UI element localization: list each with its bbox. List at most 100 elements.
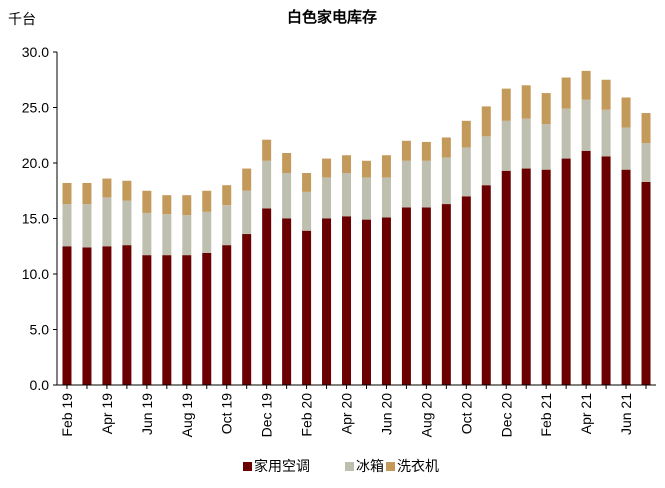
bar-segment-3 (641, 113, 651, 144)
y-tick-label: 10.0 (22, 266, 49, 282)
x-tick-label: Feb 20 (299, 393, 315, 437)
bar-segment-2 (282, 172, 292, 219)
bar-segment-3 (541, 93, 551, 125)
bar-segment-1 (421, 207, 431, 385)
bar-segment-1 (561, 158, 571, 385)
bar-segment-1 (461, 196, 471, 385)
bar-segment-3 (361, 160, 371, 178)
bar-segment-1 (641, 181, 651, 385)
bar-segment-3 (202, 190, 212, 212)
x-tick-label: Jun 21 (618, 393, 634, 435)
bar-segment-1 (162, 255, 172, 385)
bar-segment-1 (401, 207, 411, 385)
bar-segment-2 (122, 200, 132, 246)
bar-segment-1 (441, 204, 451, 385)
bar-segment-3 (62, 182, 72, 205)
legend: 家用空调 冰箱 洗衣机 (243, 458, 439, 474)
y-tick-label: 5.0 (30, 322, 50, 338)
legend-item-2: 冰箱 (345, 458, 384, 474)
bar-segment-1 (122, 245, 132, 385)
legend-item-3: 洗衣机 (386, 458, 439, 474)
bar-segment-2 (421, 160, 431, 208)
bar-segment-2 (202, 211, 212, 253)
bar-segment-3 (621, 97, 631, 128)
bar-segment-1 (601, 156, 611, 385)
bar-segment-2 (521, 118, 531, 169)
bar-segment-2 (242, 190, 252, 235)
y-tick-label: 0.0 (30, 377, 50, 393)
bar-segment-2 (401, 160, 411, 208)
x-tick-label: Feb 21 (538, 393, 554, 437)
bar-segment-2 (461, 147, 471, 197)
x-tick-label: Apr 21 (578, 393, 594, 434)
legend-swatch (243, 462, 252, 471)
legend-label: 家用空调 (254, 458, 310, 474)
bar-segment-1 (501, 170, 511, 385)
bar-segment-3 (162, 195, 172, 215)
bar-segment-3 (122, 180, 132, 201)
bar-segment-2 (361, 177, 371, 220)
bar-segment-1 (581, 150, 591, 385)
legend-swatch (386, 462, 395, 471)
bar-segment-2 (441, 157, 451, 205)
bar-segment-3 (581, 70, 591, 100)
y-tick-label: 15.0 (22, 211, 49, 227)
bar-segment-1 (262, 208, 272, 385)
bar-segment-3 (242, 168, 252, 191)
bar-segment-2 (82, 204, 92, 248)
y-axis-unit-label: 千台 (8, 11, 36, 27)
bar-segment-3 (82, 182, 92, 205)
x-tick-label: Apr 20 (339, 393, 355, 434)
bar-segment-3 (381, 155, 391, 178)
bars (62, 70, 651, 385)
bar-segment-1 (541, 169, 551, 385)
bar-segment-2 (302, 191, 312, 231)
bar-segment-1 (481, 185, 491, 385)
x-tick-label: Aug 19 (179, 393, 195, 438)
bar-segment-3 (342, 155, 352, 173)
x-tick-label: Feb 19 (59, 393, 75, 437)
bar-segment-1 (302, 230, 312, 385)
bar-segment-3 (421, 141, 431, 161)
bar-segment-3 (561, 77, 571, 109)
x-axis: Feb 19 Apr 19 Jun 19 Aug 19 Oct 19 Dec 19 Feb … (57, 384, 656, 438)
bar-segment-2 (142, 212, 152, 256)
bar-segment-3 (521, 85, 531, 119)
legend-label: 洗衣机 (397, 458, 439, 474)
y-tick-label: 30.0 (22, 44, 49, 60)
bar-segment-3 (262, 139, 272, 161)
bar-segment-3 (441, 137, 451, 158)
y-axis: 0.0 5.0 10.0 15.0 20.0 25.0 30.0 (22, 44, 58, 393)
bar-segment-3 (481, 106, 491, 137)
y-tick-label: 20.0 (22, 155, 49, 171)
bar-segment-1 (621, 169, 631, 385)
legend-label: 冰箱 (356, 458, 384, 474)
bar-segment-1 (82, 247, 92, 385)
bar-segment-1 (381, 217, 391, 385)
bar-segment-3 (222, 185, 232, 206)
bar-segment-3 (461, 120, 471, 148)
x-tick-label: Oct 19 (219, 393, 235, 434)
bar-segment-2 (182, 215, 192, 256)
bar-segment-1 (62, 246, 72, 385)
bar-segment-1 (102, 246, 112, 385)
bar-segment-2 (641, 143, 651, 182)
bar-segment-2 (322, 177, 332, 219)
legend-swatch (345, 462, 354, 471)
bar-segment-1 (222, 245, 232, 385)
bar-segment-1 (202, 252, 212, 385)
bar-segment-2 (581, 99, 591, 151)
bar-segment-1 (182, 255, 192, 385)
bar-segment-3 (282, 153, 292, 173)
legend-item-1: 家用空调 (243, 458, 310, 474)
bar-segment-1 (322, 218, 332, 385)
bar-segment-2 (222, 205, 232, 246)
bar-segment-3 (322, 158, 332, 178)
bar-segment-3 (401, 140, 411, 161)
bar-segment-2 (262, 160, 272, 209)
bar-segment-2 (601, 109, 611, 157)
x-tick-label: Jun 19 (139, 393, 155, 435)
bar-segment-3 (501, 88, 511, 121)
bar-segment-1 (242, 234, 252, 385)
bar-segment-2 (621, 127, 631, 170)
